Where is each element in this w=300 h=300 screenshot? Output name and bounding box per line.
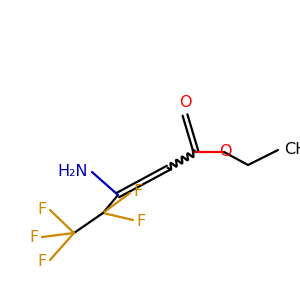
Text: F: F xyxy=(136,214,145,229)
Text: CH₃: CH₃ xyxy=(284,142,300,158)
Text: F: F xyxy=(30,230,39,244)
Text: F: F xyxy=(38,202,47,217)
Text: H₂N: H₂N xyxy=(58,164,88,179)
Text: O: O xyxy=(179,95,191,110)
Text: F: F xyxy=(133,184,142,200)
Text: F: F xyxy=(38,254,47,268)
Text: O: O xyxy=(219,145,231,160)
